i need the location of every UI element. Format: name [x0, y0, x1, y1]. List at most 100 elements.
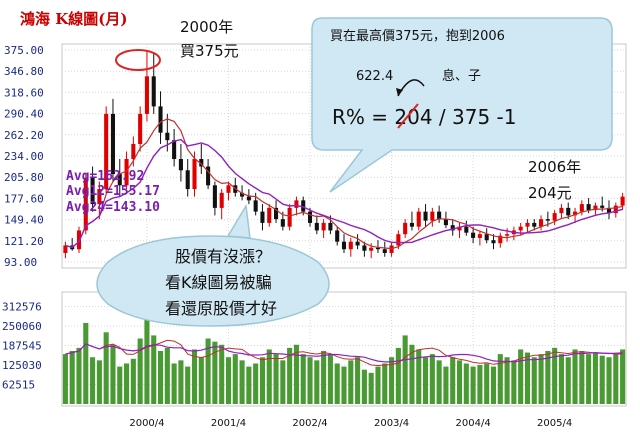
avg12-label: Avg12=155.17 [66, 184, 160, 199]
candle-body [280, 219, 285, 227]
volume-bar [253, 363, 259, 404]
volume-bar [171, 363, 177, 404]
candle-body [477, 234, 482, 238]
candle-body [606, 207, 612, 214]
candle-body [199, 159, 204, 167]
candle-body [301, 200, 306, 212]
candle-body [335, 230, 340, 242]
price-tick-label: 93.00 [4, 256, 37, 269]
candle-body [63, 245, 68, 253]
candle-body [566, 207, 571, 216]
volume-bar [497, 354, 503, 404]
volume-bar [151, 335, 157, 404]
candle-body [178, 159, 183, 171]
candle-body [382, 249, 387, 253]
volume-bar [124, 363, 130, 404]
callout-r-prefix: R% = [332, 105, 394, 129]
volume-bar [443, 366, 449, 404]
volume-bar [545, 351, 551, 404]
volume-bar [62, 354, 68, 404]
candle-body [253, 200, 258, 212]
volume-bar [606, 357, 612, 404]
candle-body [613, 205, 618, 214]
volume-bar [524, 352, 531, 404]
candle-body [586, 204, 591, 211]
volume-bar [361, 369, 367, 404]
candle-body [450, 225, 455, 231]
volume-bar [232, 354, 238, 404]
candle-body [83, 177, 88, 231]
candle-body [572, 211, 578, 216]
volume-bar [579, 351, 585, 404]
chart-title: 鴻海 K線圖(月) [20, 10, 127, 28]
volume-bar [450, 357, 456, 404]
volume-bar [375, 366, 381, 404]
candle-body [375, 247, 381, 250]
volume-tick-label: 312576 [2, 301, 42, 314]
volume-bar [76, 347, 82, 404]
callout-top-formula: R% = 204 / 375 -1 [332, 105, 517, 129]
candle-body [484, 234, 489, 241]
strike-line [397, 103, 419, 129]
volume-bar [219, 344, 225, 404]
callout-bottom-bubble [96, 235, 330, 327]
volume-bar [69, 351, 75, 404]
volume-bar [463, 363, 469, 404]
volume-bar [490, 366, 497, 404]
volume-bar [273, 354, 279, 404]
callout-bottom-line3: 看還原股價才好 [165, 299, 277, 318]
candle-body [525, 222, 530, 227]
volume-bar [565, 357, 571, 404]
callout-top-line1: 買在最高價375元，抱到2006 [330, 28, 505, 44]
volume-bar [586, 354, 592, 404]
candle-body [491, 240, 496, 244]
volume-bar [266, 349, 272, 404]
candle-body [620, 196, 625, 206]
volume-tick-label: 62515 [2, 379, 35, 392]
callout-top-bubble [311, 17, 613, 193]
candle-body [158, 106, 163, 133]
candle-body [104, 113, 109, 190]
volume-bar [389, 357, 395, 404]
candle-body [144, 76, 149, 114]
price-tick-label: 121.20 [4, 235, 44, 248]
candle-body [396, 234, 401, 246]
volume-bar [558, 354, 564, 404]
volume-bar [164, 347, 170, 404]
candle-body [464, 226, 469, 233]
tick-label-layer: 375.00 346.80 318.60 290.40 262.20 234.00 205.… [2, 44, 572, 429]
volume-bar [287, 347, 293, 404]
candle-body [409, 222, 414, 227]
candle-body [498, 235, 503, 244]
candle-body [505, 234, 510, 236]
volume-bar [511, 360, 517, 404]
candle-body [321, 222, 326, 231]
candle-body [246, 196, 251, 201]
price-tick-label: 234.00 [4, 150, 44, 163]
volume-bar [572, 349, 578, 404]
volume-bar [130, 358, 136, 404]
volume-tick-label: 187545 [2, 340, 42, 353]
avg24-label: Avg24=143.10 [66, 200, 160, 215]
price-tick-label: 375.00 [4, 44, 44, 57]
candle-body [117, 174, 122, 186]
ma-long-line [65, 138, 623, 249]
volume-bar [592, 352, 598, 404]
candle-body [138, 113, 143, 144]
volume-ma-short-line [65, 339, 623, 367]
callout-r-suffix: / 375 -1 [433, 105, 517, 129]
candle-body [267, 207, 272, 223]
volume-tick-label: 250060 [2, 320, 42, 333]
x-tick-label: 2002/4 [292, 418, 327, 429]
volume-bar [518, 349, 524, 404]
callout-bottom-line2: 看K線圖易被騙 [165, 273, 272, 292]
price-tick-label: 177.60 [4, 192, 44, 205]
candle-body [240, 192, 245, 197]
volume-bar [422, 357, 429, 404]
volume-bar [395, 347, 401, 404]
volume-bar [205, 338, 211, 404]
volume-bar [259, 357, 266, 404]
volume-bar [321, 351, 327, 404]
candle-body [328, 222, 333, 231]
callout-arrowhead [396, 88, 403, 96]
